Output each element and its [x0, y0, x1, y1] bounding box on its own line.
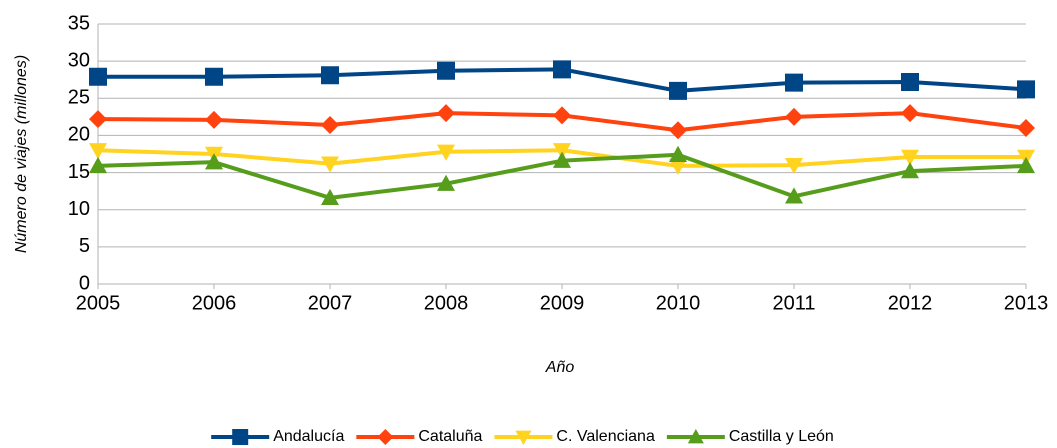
marker	[321, 66, 339, 85]
y-tick-label: 20	[68, 124, 90, 146]
marker	[321, 116, 339, 135]
marker	[669, 158, 687, 175]
x-tick-label: 2009	[540, 292, 585, 314]
marker	[205, 153, 223, 170]
y-tick-label: 35	[68, 12, 90, 34]
marker	[1017, 80, 1035, 99]
legend-label: C. Valenciana	[556, 428, 655, 445]
marker	[785, 187, 803, 204]
marker	[901, 149, 919, 166]
y-axis-label: Número de viajes (millones)	[13, 55, 30, 253]
marker	[205, 67, 223, 86]
marker	[89, 156, 107, 174]
marker	[205, 110, 223, 129]
y-tick-label: 30	[68, 49, 90, 71]
x-tick-label: 2010	[656, 292, 701, 314]
marker	[669, 81, 687, 100]
marker	[1017, 119, 1035, 137]
x-tick-label: 2005	[76, 292, 121, 314]
marker	[553, 106, 571, 125]
marker	[785, 73, 803, 92]
marker	[1017, 156, 1035, 174]
marker	[89, 67, 107, 86]
x-tick-label: 2008	[424, 292, 469, 314]
marker	[669, 145, 687, 162]
x-tick-label: 2007	[308, 292, 353, 314]
marker	[553, 143, 571, 160]
legend-marker	[687, 429, 704, 444]
marker	[89, 143, 107, 160]
marker	[437, 144, 455, 161]
x-tick-label: 2013	[1004, 292, 1049, 314]
legend-label: Andalucía	[273, 428, 344, 445]
marker	[901, 72, 919, 91]
y-tick-label: 25	[68, 87, 90, 109]
marker	[669, 121, 687, 140]
legend-marker	[232, 429, 249, 445]
x-tick-label: 2011	[772, 292, 815, 314]
marker	[321, 156, 339, 173]
marker	[437, 174, 455, 191]
marker	[901, 162, 919, 179]
legend-label: Cataluña	[418, 428, 482, 445]
marker	[553, 60, 571, 79]
marker	[785, 107, 803, 126]
y-tick-label: 5	[79, 235, 90, 257]
x-tick-label: 2006	[192, 292, 237, 314]
legend-label: Castilla y León	[729, 428, 834, 445]
y-tick-label: 15	[68, 161, 90, 183]
marker	[785, 157, 803, 175]
marker	[437, 61, 455, 80]
marker	[89, 110, 107, 129]
marker	[437, 104, 455, 123]
marker	[901, 104, 919, 123]
legend-marker	[377, 429, 394, 445]
x-axis-label: Año	[545, 359, 575, 376]
marker	[321, 188, 339, 206]
y-tick-label: 0	[79, 272, 90, 294]
x-tick-label: 2012	[888, 292, 933, 314]
marker	[553, 151, 571, 168]
legend-marker	[515, 430, 532, 445]
y-tick-label: 10	[68, 198, 90, 220]
